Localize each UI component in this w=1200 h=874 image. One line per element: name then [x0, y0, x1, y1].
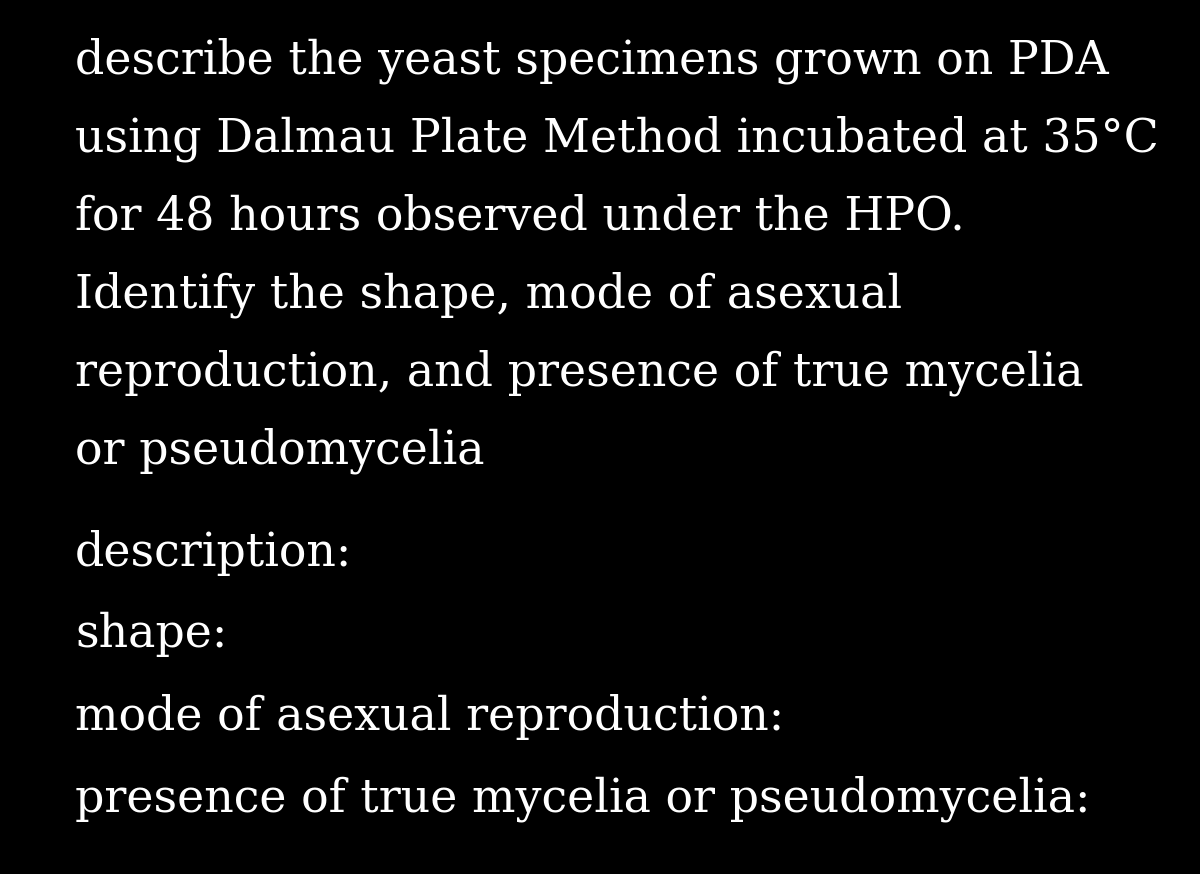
Text: describe the yeast specimens grown on PDA: describe the yeast specimens grown on PD… — [74, 38, 1109, 85]
Text: Identify the shape, mode of asexual: Identify the shape, mode of asexual — [74, 272, 902, 318]
Text: mode of asexual reproduction:: mode of asexual reproduction: — [74, 694, 785, 740]
Text: reproduction, and presence of true mycelia: reproduction, and presence of true mycel… — [74, 350, 1084, 397]
Text: presence of true mycelia or pseudomycelia:: presence of true mycelia or pseudomyceli… — [74, 776, 1091, 822]
Text: shape:: shape: — [74, 612, 227, 657]
Text: description:: description: — [74, 530, 353, 576]
Text: for 48 hours observed under the HPO.: for 48 hours observed under the HPO. — [74, 194, 965, 239]
Text: using Dalmau Plate Method incubated at 35°C: using Dalmau Plate Method incubated at 3… — [74, 116, 1159, 163]
Text: or pseudomycelia: or pseudomycelia — [74, 428, 485, 475]
